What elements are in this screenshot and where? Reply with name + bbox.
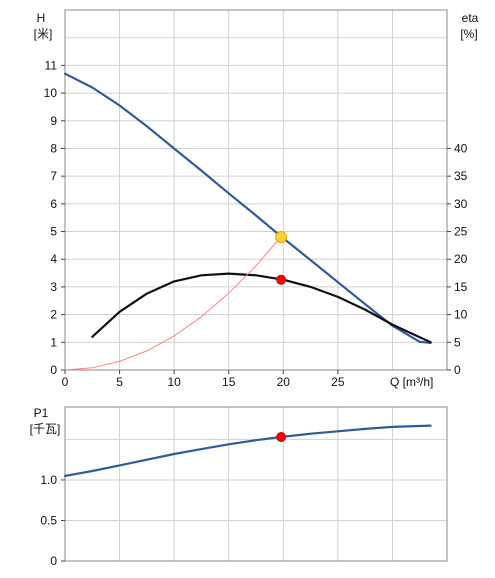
y-tick-label: 7: [50, 169, 57, 183]
top-series-group: [63, 72, 432, 371]
bottom-y-tick-labels: 0 0.5 1.0: [40, 473, 65, 568]
y-tick-label: 3: [50, 280, 57, 294]
y2-tick-label: 10: [454, 308, 468, 322]
y2-tick-label: 20: [454, 252, 468, 266]
y-tick-label: 10: [44, 86, 58, 100]
y-tick-label: 0: [50, 363, 57, 377]
y-axis-label-line1: H: [37, 11, 46, 25]
bottom-plot-frame: [64, 406, 448, 562]
power-point-marker: [276, 431, 287, 442]
y-tick-label: 1: [50, 335, 57, 349]
bottom-markers-group: [276, 431, 287, 442]
top-gridlines: [65, 10, 447, 370]
y-tick-label: 5: [50, 225, 57, 239]
y2-tick-label: 35: [454, 169, 468, 183]
x-axis-label: Q [m³/h]: [390, 375, 433, 389]
bottom-series-group: [63, 424, 432, 477]
y-tick-label: 11: [45, 58, 58, 72]
y-tick-label: 4: [50, 252, 57, 266]
top-chart: 0 1 2 3 4 5 6 7 8 9 10 11 0 5 10 15 20 25 30 35 40 0 5 10 15 20…: [34, 9, 479, 389]
y2-tick-label: 30: [454, 197, 468, 211]
x-tick-label: 0: [62, 375, 69, 389]
x-tick-label: 5: [116, 375, 123, 389]
y2-axis-label-line2: [%]: [460, 27, 477, 41]
p1-tick-label: 0: [50, 554, 57, 568]
y2-tick-label: 15: [454, 280, 468, 294]
top-markers-group: [275, 231, 288, 285]
y2-tick-label: 5: [454, 335, 461, 349]
bottom-chart: 0 0.5 1.0 P1 [千瓦]: [30, 406, 448, 568]
y2-tick-label: 40: [454, 141, 468, 155]
x-tick-label: 15: [222, 375, 236, 389]
power-curve: [63, 424, 432, 477]
y-tick-label: 9: [50, 114, 57, 128]
p1-tick-label: 0.5: [40, 513, 57, 527]
p1-axis-label-line2: [千瓦]: [30, 422, 61, 436]
top-plot-frame: [64, 9, 448, 371]
y2-tick-label: 25: [454, 225, 468, 239]
y-axis-label-line2: [米]: [34, 27, 53, 41]
y-tick-label: 8: [50, 141, 57, 155]
y-tick-label: 6: [50, 197, 57, 211]
efficiency-curve: [91, 272, 432, 344]
y2-axis-label-line1: eta: [462, 11, 479, 25]
x-tick-label: 10: [167, 375, 181, 389]
top-x-tick-labels: 0 5 10 15 20 25: [62, 370, 345, 389]
duty-point-marker: [275, 231, 288, 244]
top-y-tick-labels: 0 1 2 3 4 5 6 7 8 9 10 11: [44, 58, 65, 377]
p1-axis-label-line1: P1: [34, 406, 49, 420]
top-y2-tick-labels: 0 5 10 15 20 25 30 35 40: [447, 141, 468, 377]
y-tick-label: 2: [50, 308, 57, 322]
y2-tick-label: 0: [454, 363, 461, 377]
bottom-gridlines: [65, 407, 447, 561]
x-tick-label: 20: [277, 375, 291, 389]
system-curve: [64, 236, 282, 371]
p1-tick-label: 1.0: [40, 473, 57, 487]
efficiency-point-marker: [276, 274, 287, 285]
x-tick-label: 25: [331, 375, 345, 389]
